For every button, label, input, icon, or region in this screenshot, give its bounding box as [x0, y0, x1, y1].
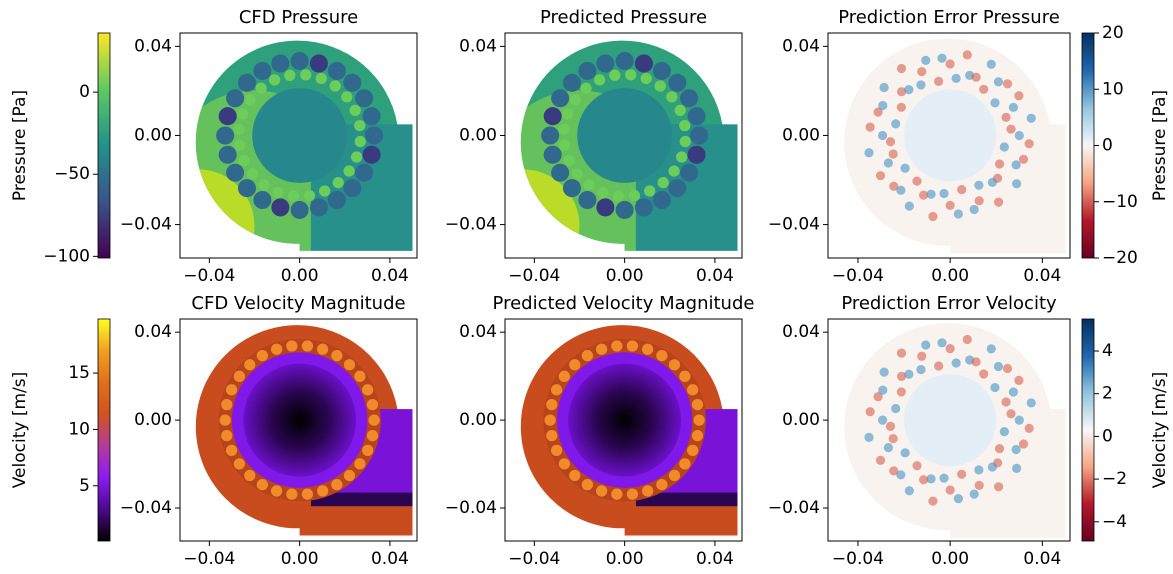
x-tick-label: −0.04: [832, 549, 884, 569]
heatmap-panel: [179, 32, 418, 259]
panel-title: Predicted Velocity Magnitude: [493, 293, 755, 314]
axes-frame: [827, 318, 1071, 542]
x-tick-label: 0.00: [931, 266, 969, 286]
axes-frame: [827, 32, 1071, 259]
colorbar-tick-label: 5: [79, 476, 90, 496]
field: [195, 40, 413, 251]
field: [520, 40, 738, 251]
heatmap-panel: [827, 318, 1071, 542]
colorbar-label: Velocity [m/s]: [1150, 372, 1170, 489]
colorbar: [1081, 32, 1095, 259]
panel-title: CFD Pressure: [239, 7, 358, 28]
colorbar-tick-label: 10: [68, 419, 90, 439]
colorbar-tick-label: 10: [1102, 79, 1124, 99]
x-tick-label: −0.04: [508, 549, 560, 569]
y-tick-label: 0.04: [134, 36, 172, 56]
colorbar: [97, 318, 111, 542]
colorbar-tick-label: 0: [1102, 426, 1113, 446]
x-tick-label: 0.00: [281, 549, 319, 569]
colorbar-tick-label: −10: [1102, 192, 1138, 212]
colorbar-tick-label: −20: [1102, 248, 1138, 268]
panel-title: CFD Velocity Magnitude: [191, 293, 405, 314]
x-tick-label: 0.04: [696, 266, 734, 286]
y-tick-label: 0.00: [459, 410, 497, 430]
axes-frame: [504, 318, 743, 542]
heatmap-panel: [504, 318, 743, 542]
x-tick-label: −0.04: [832, 266, 884, 286]
x-tick-label: 0.04: [696, 549, 734, 569]
colorbar-tick-label: 0: [79, 82, 90, 102]
colorbar-tick-label: 15: [68, 363, 90, 383]
x-tick-label: −0.04: [183, 549, 235, 569]
colorbar: [1081, 318, 1095, 542]
colorbar: [97, 32, 111, 259]
x-tick-label: 0.00: [281, 266, 319, 286]
field: [844, 322, 1066, 539]
x-tick-label: 0.04: [371, 549, 409, 569]
colorbar-tick-label: 2: [1102, 384, 1113, 404]
field: [195, 325, 413, 536]
y-tick-label: 0.04: [782, 322, 820, 342]
y-tick-label: −0.04: [768, 498, 820, 518]
colorbar-label: Velocity [m/s]: [10, 372, 30, 489]
colorbar-label: Pressure [Pa]: [1150, 90, 1170, 201]
x-tick-label: 0.04: [1023, 266, 1061, 286]
heatmap-panel: [179, 318, 418, 542]
y-tick-label: −0.04: [445, 498, 497, 518]
panel-title: Predicted Pressure: [540, 7, 707, 28]
colorbar-label: Pressure [Pa]: [10, 90, 30, 201]
x-tick-label: −0.04: [508, 266, 560, 286]
y-tick-label: 0.00: [782, 125, 820, 145]
heatmap-panel: [827, 32, 1071, 259]
y-tick-label: 0.00: [134, 410, 172, 430]
field: [520, 325, 738, 536]
x-tick-label: 0.00: [606, 266, 644, 286]
colorbar-tick-label: −50: [54, 164, 90, 184]
colorbar-tick-label: 0: [1102, 136, 1113, 156]
x-tick-label: 0.00: [606, 549, 644, 569]
x-tick-label: 0.04: [1023, 549, 1061, 569]
y-tick-label: 0.04: [134, 322, 172, 342]
y-tick-label: −0.04: [445, 215, 497, 235]
colorbar-tick-label: 20: [1102, 23, 1124, 43]
y-tick-label: 0.04: [782, 36, 820, 56]
panel-title: Prediction Error Velocity: [841, 293, 1057, 314]
axes-frame: [179, 318, 418, 542]
x-tick-label: 0.00: [931, 549, 969, 569]
heatmap-panel: [504, 32, 743, 259]
field: [844, 38, 1066, 254]
x-tick-label: −0.04: [183, 266, 235, 286]
x-tick-label: 0.04: [371, 266, 409, 286]
panel-title: Prediction Error Pressure: [838, 7, 1060, 28]
colorbar-tick-label: −2: [1102, 469, 1127, 489]
y-tick-label: 0.04: [459, 36, 497, 56]
colorbar-tick-label: −4: [1102, 512, 1127, 532]
axes-frame: [179, 32, 418, 259]
y-tick-label: 0.00: [459, 125, 497, 145]
colorbar-tick-label: −100: [43, 246, 90, 266]
axes-frame: [504, 32, 743, 259]
y-tick-label: 0.04: [459, 322, 497, 342]
colorbar-tick-label: 4: [1102, 341, 1113, 361]
y-tick-label: −0.04: [120, 498, 172, 518]
y-tick-label: −0.04: [768, 215, 820, 235]
y-tick-label: 0.00: [134, 125, 172, 145]
y-tick-label: −0.04: [120, 215, 172, 235]
y-tick-label: 0.00: [782, 410, 820, 430]
